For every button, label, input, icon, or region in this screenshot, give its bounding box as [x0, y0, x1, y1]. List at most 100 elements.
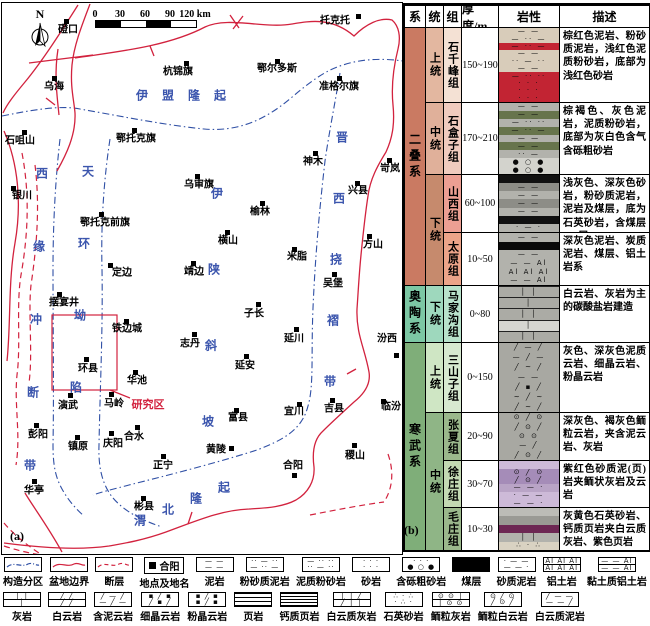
structural-unit-label: 伊: [135, 88, 149, 103]
north-arrow: N: [26, 7, 54, 53]
legend-item-label: 泥质粉砂岩: [295, 577, 346, 588]
strat-description-cell: 白云岩、灰岩为主的碳酸盐岩建造: [559, 285, 650, 343]
lithology-band: [499, 461, 559, 469]
fault-line: [55, 48, 60, 116]
city-marker: [234, 408, 239, 413]
lithology-band: · · ·: [499, 79, 559, 88]
legend-item: 构造分区: [3, 557, 43, 590]
lithology-band: — —: [499, 103, 559, 111]
legend-symbol-band: ∴ · ∴: [393, 592, 414, 600]
city-marker: [132, 128, 137, 133]
strat-thickness-cell: 30~70: [461, 460, 499, 508]
structural-unit-label: 缘: [32, 239, 46, 254]
legend-symbol-band: · · ·: [363, 557, 380, 565]
legend-item: ╱ — ╱ — ╱ — 含泥云岩: [93, 592, 133, 623]
legend-item: ·· — ·· — ·· — 粉砂质泥岩: [240, 557, 290, 590]
city-label: 乌海: [44, 81, 64, 93]
city-marker: [195, 174, 200, 179]
lithology-band: — —: [499, 191, 559, 200]
lithology-band: ╱ ▪ ╱: [499, 382, 559, 393]
fault-line-dashed: [3, 545, 39, 554]
structural-unit-label: 挠: [329, 252, 343, 267]
legend-symbol: ⊙ ╱ ⊙ ╱ ⊙ ╱: [483, 592, 522, 607]
strat-header: 组: [443, 5, 462, 28]
strat-lithology-cell: — — — — — — Al Al Al Al — — Al: [498, 232, 560, 286]
city-marker: [124, 319, 129, 324]
structural-unit-label: 坳: [73, 308, 87, 323]
city-label: 志丹: [180, 338, 200, 350]
legend-item-label: 砂质泥岩: [496, 577, 537, 588]
legend-symbol-blue-curve: [4, 557, 42, 572]
lithology-band: [499, 215, 559, 224]
city-label: 鄂托克前旗: [80, 217, 130, 229]
city-marker: [313, 151, 318, 156]
lithology-band: · — ·: [499, 223, 559, 232]
lithology-band: ~ ╱ ~: [499, 392, 559, 403]
strat-description-cell: 浅灰色、深灰色砂岩，粉砂质泥岩，泥岩及煤层，底为石英砂岩，含煤层4~5层: [559, 174, 650, 233]
lithology-band: │ │: [499, 286, 559, 298]
legend-symbol-band: │ │: [15, 592, 29, 600]
legend-item: ⊙ ╱ ⊙ ╱ ⊙ ╱ 鲕粒白云岩: [478, 592, 528, 623]
legend-item-label: 断层: [104, 577, 125, 588]
legend-item: ╱ ╱ ╱ ╱ 白云岩: [48, 592, 87, 623]
legend-symbol: · — — — — ·: [497, 557, 536, 572]
lithology-band: — —: [499, 142, 559, 151]
legend-symbol-band: — —: [205, 563, 225, 572]
strat-lithology-cell: — — — — — ·· ·· — ·· — — — — — ·· — ● ○ ● ● ○ ●: [498, 102, 560, 175]
legend-symbol-band: — — ╱: [546, 598, 574, 607]
legend-row-2: │ │ │ 灰岩 ╱ ╱ ╱ ╱ 白云岩 ╱ — ╱ — ╱ — 含泥云岩 ▪ ╱ ▪ ╱ ▪…: [3, 592, 585, 623]
legend-symbol-band: ·· — ··: [251, 557, 279, 565]
strat-lithology-cell: ⊙ ╱ ⊙ ╱ ⊙ ╱ ⊙ ⊙ — ╱ ╱ ⊙ ╱: [498, 412, 560, 461]
structural-unit-label: 陷: [69, 380, 83, 395]
strat-table: 系统组厚度/m 岩性 描述 二叠系 奥陶系 寒武系 上统 中统 下统 下统 上统 中统 石千峰组 150~…: [402, 3, 650, 552]
city-marker: [108, 263, 113, 268]
legend-item: ▪ ╱ ▪ ▪ ╱ ▪ 粉晶云岩: [187, 592, 227, 623]
structural-unit-label: 起: [217, 480, 231, 495]
study-area-connector: [109, 389, 131, 399]
legend-symbol-band: — — Al: [598, 564, 635, 571]
city-label: 华亭: [24, 485, 44, 497]
fault-line-dashed: [3, 522, 42, 554]
strat-header: 岩性: [498, 5, 560, 28]
legend-item: │ │ ╱ ╱ │ │ 白云质灰岩: [327, 592, 377, 623]
legend-item-label: 细晶云岩: [140, 612, 181, 623]
place-square-icon: [149, 562, 157, 569]
legend-symbol-calcareous-shale: [280, 592, 319, 607]
legend-symbol-band: ·· — ··: [307, 563, 335, 572]
city-label: 鄂尔多斯: [257, 63, 297, 75]
fault-line-dashed: [15, 152, 28, 466]
legend-symbol: — — — —: [195, 557, 234, 572]
lithology-band: ∴ · ∴: [499, 541, 559, 550]
strat-description-cell: 灰黄色石英砂岩、钙质页岩夹白云质灰岩、紫色页岩: [559, 507, 650, 551]
legend-item-label: 构造分区: [3, 577, 43, 588]
city-label: 子长: [244, 308, 264, 320]
structural-unit-label: 天: [81, 164, 95, 179]
legend-place-symbol: 合阳: [144, 557, 185, 574]
legend-item-label: 页岩: [243, 612, 264, 623]
legend-item-label: 地点及地名: [139, 579, 190, 590]
panel-b-label: (b): [404, 523, 419, 537]
legend-item-label: 粉砂质泥岩: [239, 577, 290, 588]
scale-tick-label: 0: [92, 9, 98, 20]
strat-header: 系: [404, 5, 426, 28]
city-label: 磴口: [58, 24, 78, 36]
lithology-band: ╱ ⊙ ╱: [499, 476, 559, 485]
city-marker: [32, 479, 37, 484]
lithology-band: ⊙ ╱ ⊙: [499, 413, 559, 423]
legend-symbol-band: Al Al Al: [543, 563, 580, 572]
lithology-band: ·· —: [499, 150, 559, 159]
legend-symbol-band: ▪ ╱ ▪: [195, 598, 219, 607]
fault-line: [3, 18, 400, 549]
city-label: 稷山: [345, 450, 365, 462]
legend-symbol-band: ╱ — —: [546, 592, 574, 600]
legend-curve-icon: [6, 562, 40, 568]
study-area-label: 研究区: [131, 399, 165, 411]
city-marker: [292, 473, 297, 478]
legend-item-label: 石英砂岩: [383, 612, 424, 623]
legend-item-label: 灰岩: [12, 612, 32, 623]
lithology-band: — —: [499, 50, 559, 58]
strat-formation-cell: 山西组: [443, 174, 462, 233]
strat-series-cell: 上统: [425, 27, 444, 103]
lithology-band: — ╱: [499, 441, 559, 451]
